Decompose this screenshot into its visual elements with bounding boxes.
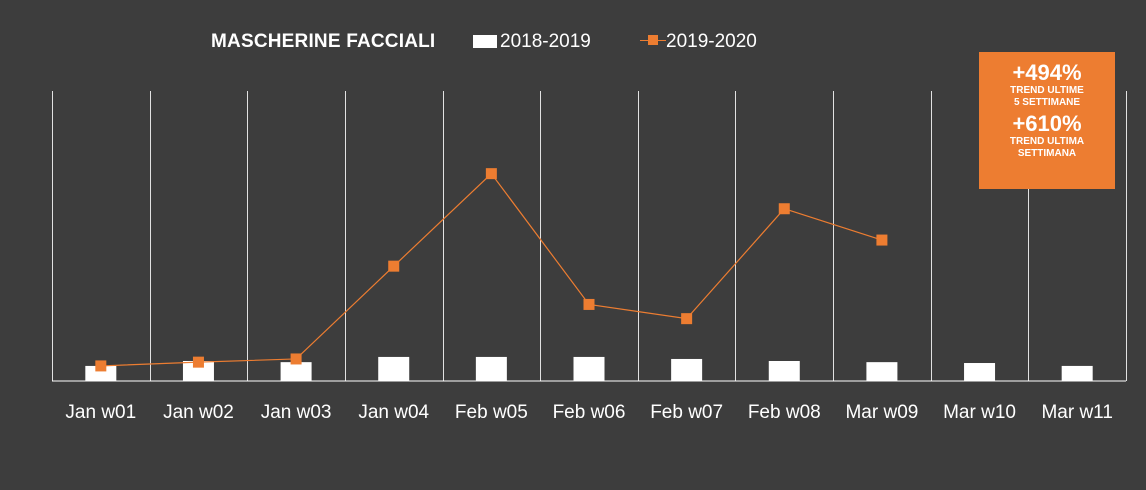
legend-swatch-line <box>640 35 666 45</box>
legend-label-2018-2019: 2018-2019 <box>500 31 591 52</box>
bar-2018-2019 <box>768 360 800 381</box>
x-tick-label: Feb w07 <box>650 402 723 423</box>
legend-swatch-bar <box>473 35 497 48</box>
bars-2018-2019 <box>85 356 1093 381</box>
legend-item-2019-2020: 2019-2020 <box>640 31 757 53</box>
x-tick-labels: Jan w01 Jan w02 Jan w03 Jan w04 Feb w05 Feb w… <box>65 402 1112 423</box>
bar-2018-2019 <box>866 362 898 381</box>
line-2019-2020 <box>95 168 888 372</box>
x-tick-label: Feb w08 <box>748 402 821 423</box>
bar-2018-2019 <box>671 358 703 381</box>
point-2019-2020 <box>681 313 693 325</box>
x-tick-label: Feb w06 <box>553 402 626 423</box>
trend-label-last-week-line2: SETTIMANA <box>1017 148 1077 159</box>
point-2019-2020 <box>290 353 302 365</box>
bar-2018-2019 <box>378 356 410 381</box>
trend-value-5-weeks: +494% <box>1012 60 1082 85</box>
x-tick-label: Mar w10 <box>943 402 1016 423</box>
x-tick-label: Jan w02 <box>163 402 234 423</box>
bar-2018-2019 <box>964 363 996 381</box>
legend-label-2019-2020: 2019-2020 <box>666 31 757 52</box>
trend-label-5-weeks-line2: 5 SETTIMANE <box>1013 97 1081 108</box>
line-path-2019-2020 <box>100 172 883 367</box>
grid-lines <box>52 91 1127 381</box>
bar-2018-2019 <box>573 356 605 381</box>
point-2019-2020 <box>485 168 497 180</box>
trend-label-last-week-line1: TREND ULTIMA <box>1009 136 1085 147</box>
point-2019-2020 <box>778 203 790 215</box>
point-2019-2020 <box>388 260 400 272</box>
legend-item-2018-2019: 2018-2019 <box>473 31 591 53</box>
point-2019-2020 <box>876 234 888 246</box>
x-tick-label: Mar w11 <box>1041 402 1112 423</box>
bar-2018-2019 <box>280 362 312 381</box>
x-tick-label: Jan w03 <box>261 402 332 423</box>
x-tick-label: Mar w09 <box>845 402 918 423</box>
bar-2018-2019 <box>182 360 214 381</box>
x-tick-label: Jan w04 <box>358 402 429 423</box>
chart-title: MASCHERINE FACCIALI <box>211 31 436 52</box>
x-tick-label: Jan w01 <box>65 402 136 423</box>
point-2019-2020 <box>192 356 204 368</box>
point-2019-2020 <box>95 360 107 372</box>
bar-2018-2019 <box>85 365 117 381</box>
bar-2018-2019 <box>475 356 507 381</box>
trend-value-last-week: +610% <box>1012 111 1082 136</box>
trend-label-5-weeks-line1: TREND ULTIME <box>1010 85 1084 96</box>
point-2019-2020 <box>583 298 595 310</box>
trend-box: +494% TREND ULTIME 5 SETTIMANE +610% TRE… <box>979 52 1115 189</box>
x-tick-label: Feb w05 <box>455 402 528 423</box>
bar-2018-2019 <box>1061 365 1093 381</box>
